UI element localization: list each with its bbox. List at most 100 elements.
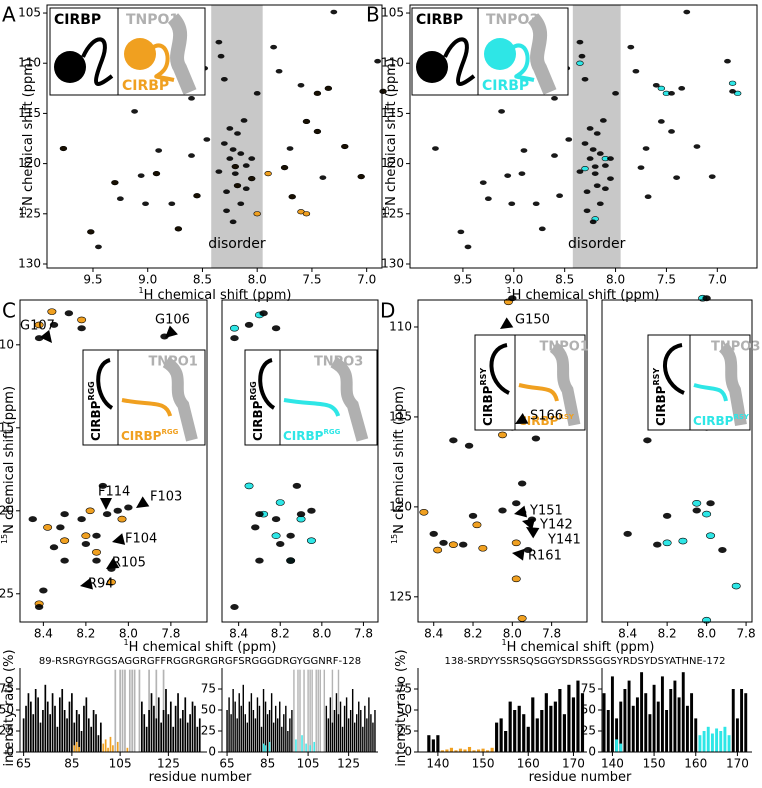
y-tick-label: 125: [0, 586, 14, 600]
bar: [623, 689, 627, 752]
bar: [364, 705, 366, 752]
bar: [287, 731, 289, 752]
peak: [657, 85, 666, 91]
y-axis-title: 15N chemical shift (ppm): [19, 58, 36, 216]
peak: [271, 325, 281, 332]
y-tick-label: 115: [381, 106, 404, 120]
bar: [291, 710, 293, 752]
peak: [255, 511, 264, 518]
bar: [87, 718, 90, 752]
bar: [580, 693, 585, 752]
peak: [106, 578, 116, 586]
panel-label: A: [2, 3, 16, 27]
bar: [270, 693, 273, 752]
bar: [345, 697, 348, 752]
peak: [60, 146, 67, 151]
x-axis-title: 1H chemical shift (ppm): [506, 286, 659, 303]
peak: [288, 194, 296, 200]
plot-frame: [409, 4, 758, 269]
bar: [513, 710, 517, 752]
bar: [454, 750, 458, 752]
peak: [220, 76, 228, 82]
arrow: [80, 577, 93, 590]
bar: [92, 710, 95, 752]
peak: [297, 83, 305, 88]
annotation: G107: [20, 319, 55, 334]
bar: [347, 718, 350, 752]
sequence: 138-SRDYYSSRSQSGGYSDRSSGGSYRDSYDSYATHNE-…: [445, 656, 726, 667]
bar: [54, 705, 56, 752]
x-tick-label: 85: [64, 757, 79, 771]
bar: [309, 669, 311, 752]
peak: [581, 76, 589, 82]
peak: [116, 196, 124, 202]
x-tick-label: 65: [16, 757, 31, 771]
peak: [174, 226, 182, 232]
bar: [349, 710, 352, 752]
x-tick-label: 160: [684, 757, 707, 771]
inset-label: CIRBPRSY: [693, 413, 750, 428]
peak: [137, 173, 145, 178]
x-tick-label: 7.0: [708, 273, 727, 287]
bar: [353, 722, 356, 752]
x-tick-label: 9.5: [453, 273, 472, 287]
bar: [362, 726, 364, 752]
x-tick-label: 105: [109, 757, 132, 771]
x-tick-label: 160: [517, 757, 540, 771]
peak: [264, 171, 272, 177]
bar: [685, 705, 689, 752]
x-axis-title: residue number: [529, 770, 632, 785]
label-text: N chemical shift (ppm): [21, 58, 36, 206]
y-tick-label: 50: [581, 703, 596, 717]
tail-icon: [96, 358, 114, 410]
peak: [642, 146, 650, 151]
bar: [198, 718, 201, 752]
peak: [242, 163, 250, 168]
bar: [262, 689, 265, 752]
peak: [643, 437, 652, 444]
peak: [612, 91, 619, 96]
y-tick-label: 125: [18, 206, 41, 220]
peak: [60, 557, 69, 564]
bar: [145, 726, 148, 752]
inset-label: TNPO3: [486, 12, 539, 28]
bar: [27, 693, 30, 752]
peak: [215, 39, 223, 45]
peak: [188, 153, 195, 158]
importin-icon: [167, 13, 197, 95]
bar: [238, 693, 240, 752]
bar: [436, 735, 440, 752]
peak: [497, 431, 507, 439]
inset-label: CIRBP: [54, 12, 101, 28]
peak: [302, 211, 311, 217]
x-tick-label: 7.0: [357, 273, 376, 287]
panel-label: D: [380, 299, 395, 323]
bar: [504, 731, 508, 752]
peak: [578, 53, 586, 59]
peak: [296, 511, 306, 518]
x-tick-label: 8.0: [606, 273, 625, 287]
bar: [73, 745, 76, 752]
peak: [60, 511, 69, 518]
bar: [230, 714, 232, 752]
label-text: CIRBP: [654, 385, 668, 426]
bar: [499, 718, 503, 752]
arrow: [515, 413, 529, 424]
bar: [706, 726, 710, 752]
bar: [481, 748, 485, 752]
tail-icon: [258, 358, 276, 410]
peak: [538, 226, 546, 232]
tail-icon: [489, 343, 511, 395]
domain-icon: [54, 51, 86, 83]
bar: [191, 701, 194, 752]
peak: [230, 335, 239, 342]
y-tick-label: 0: [588, 745, 596, 759]
bar: [34, 689, 37, 752]
bar: [356, 714, 358, 752]
arrow: [526, 527, 540, 539]
superscript: 1: [506, 286, 511, 295]
peak: [231, 171, 239, 176]
bar: [567, 684, 571, 752]
bar: [295, 739, 297, 752]
superscript: RSY: [652, 368, 661, 386]
